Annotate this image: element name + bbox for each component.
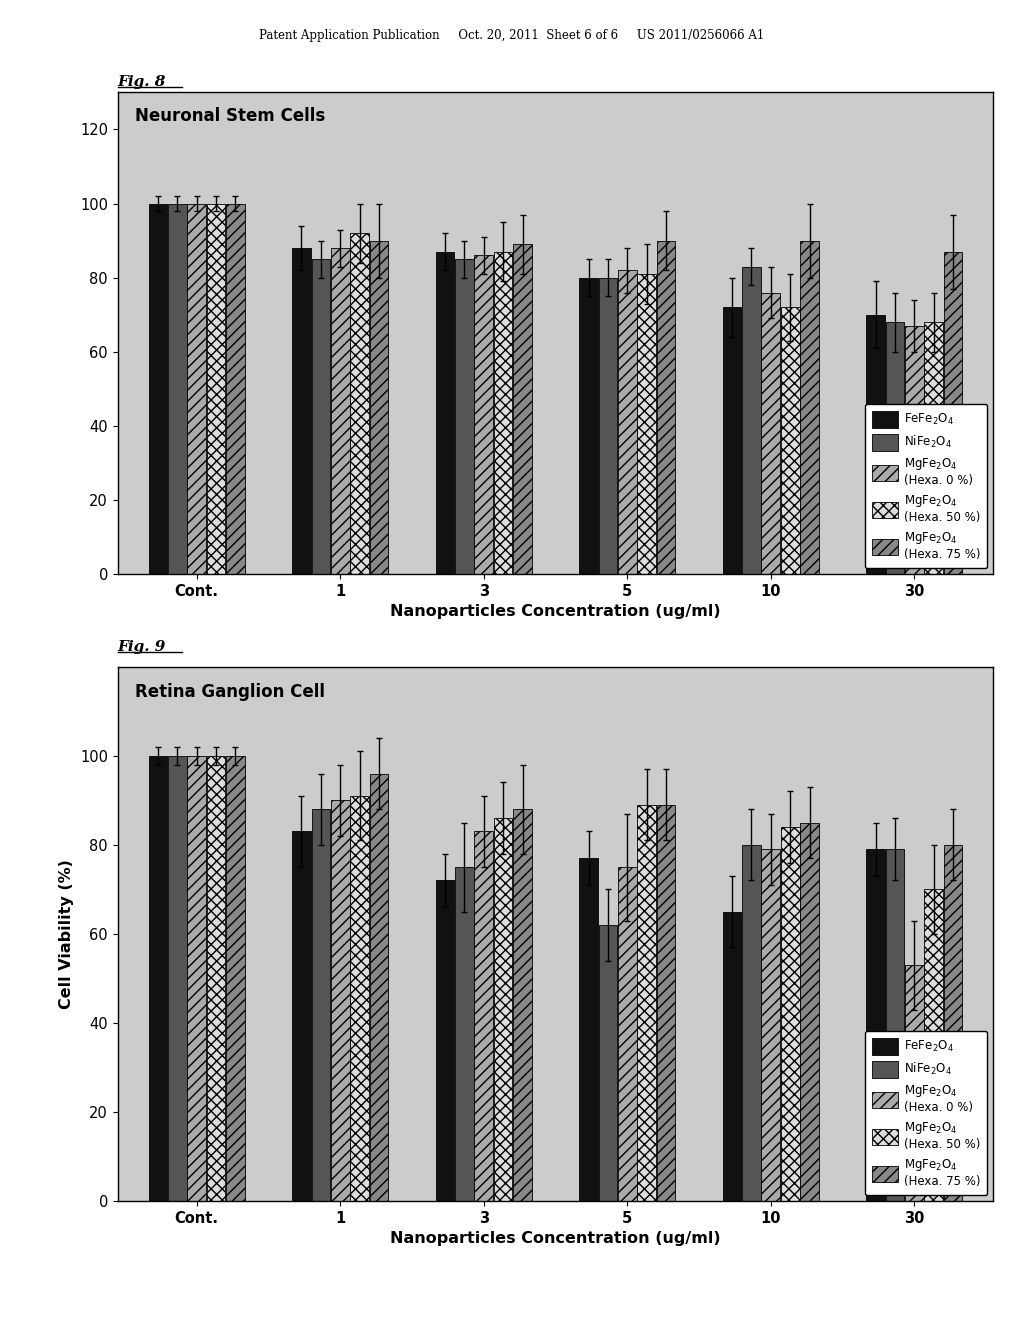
Bar: [168, 203, 186, 574]
Bar: [350, 234, 369, 574]
Bar: [580, 277, 598, 574]
Text: Retina Ganglion Cell: Retina Ganglion Cell: [135, 682, 326, 701]
Bar: [168, 755, 186, 1201]
Bar: [331, 800, 349, 1201]
Bar: [599, 277, 617, 574]
Bar: [723, 912, 741, 1201]
Bar: [762, 293, 780, 574]
Bar: [494, 252, 512, 574]
Bar: [311, 259, 330, 574]
Bar: [311, 809, 330, 1201]
Bar: [944, 252, 963, 574]
Bar: [762, 849, 780, 1201]
Bar: [886, 849, 904, 1201]
Bar: [800, 240, 819, 574]
Bar: [455, 867, 474, 1201]
Bar: [455, 259, 474, 574]
Bar: [866, 314, 885, 574]
Bar: [599, 925, 617, 1201]
Bar: [617, 867, 637, 1201]
Bar: [513, 244, 531, 574]
Bar: [435, 252, 455, 574]
Bar: [886, 322, 904, 574]
Text: Fig. 8: Fig. 8: [118, 75, 166, 90]
Bar: [474, 832, 494, 1201]
Bar: [370, 774, 388, 1201]
X-axis label: Nanoparticles Concentration (ug/ml): Nanoparticles Concentration (ug/ml): [390, 1232, 721, 1246]
Bar: [637, 275, 656, 574]
Bar: [723, 308, 741, 574]
Bar: [226, 755, 245, 1201]
Bar: [148, 203, 167, 574]
Bar: [292, 248, 311, 574]
Bar: [474, 256, 494, 574]
Text: Fig. 9: Fig. 9: [118, 640, 166, 655]
Bar: [944, 845, 963, 1201]
Bar: [226, 203, 245, 574]
Bar: [513, 809, 531, 1201]
Bar: [370, 240, 388, 574]
Text: Patent Application Publication     Oct. 20, 2011  Sheet 6 of 6     US 2011/02560: Patent Application Publication Oct. 20, …: [259, 29, 765, 42]
Bar: [187, 203, 206, 574]
Bar: [800, 822, 819, 1201]
Bar: [207, 755, 225, 1201]
Bar: [905, 965, 924, 1201]
Bar: [656, 805, 676, 1201]
Bar: [292, 832, 311, 1201]
Bar: [742, 845, 761, 1201]
Legend: FeFe$_2$O$_4$, NiFe$_2$O$_4$, MgFe$_2$O$_4$
(Hexa. 0 %), MgFe$_2$O$_4$
(Hexa. 50: FeFe$_2$O$_4$, NiFe$_2$O$_4$, MgFe$_2$O$…: [865, 404, 987, 569]
Bar: [866, 849, 885, 1201]
Bar: [207, 203, 225, 574]
Bar: [617, 271, 637, 574]
Bar: [494, 818, 512, 1201]
Bar: [656, 240, 676, 574]
Bar: [742, 267, 761, 574]
Bar: [781, 826, 800, 1201]
Bar: [148, 755, 167, 1201]
Bar: [435, 880, 455, 1201]
Bar: [331, 248, 349, 574]
Bar: [925, 890, 943, 1201]
Text: Neuronal Stem Cells: Neuronal Stem Cells: [135, 107, 326, 125]
Y-axis label: Cell Viability (%): Cell Viability (%): [59, 859, 75, 1008]
Legend: FeFe$_2$O$_4$, NiFe$_2$O$_4$, MgFe$_2$O$_4$
(Hexa. 0 %), MgFe$_2$O$_4$
(Hexa. 50: FeFe$_2$O$_4$, NiFe$_2$O$_4$, MgFe$_2$O$…: [865, 1031, 987, 1196]
Bar: [580, 858, 598, 1201]
Bar: [781, 308, 800, 574]
Bar: [637, 805, 656, 1201]
Bar: [925, 322, 943, 574]
Bar: [350, 796, 369, 1201]
Bar: [187, 755, 206, 1201]
X-axis label: Nanoparticles Concentration (ug/ml): Nanoparticles Concentration (ug/ml): [390, 605, 721, 619]
Bar: [905, 326, 924, 574]
